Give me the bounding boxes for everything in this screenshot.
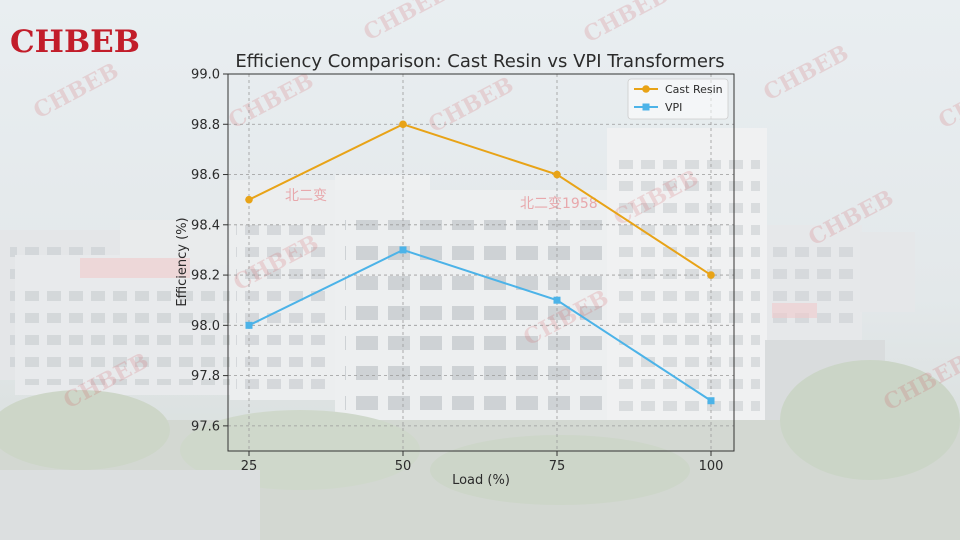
grid [228, 73, 734, 451]
x-tick-label: 75 [549, 459, 566, 474]
y-tick-label: 99.0 [191, 68, 220, 83]
y-tick-label: 97.8 [191, 369, 220, 384]
legend: Cast Resin VPI [627, 78, 729, 120]
y-tick-label: 98.2 [191, 269, 220, 284]
sign-text-1: 北二变 [285, 188, 327, 204]
chart-title: Efficiency Comparison: Cast Resin vs VPI… [235, 51, 724, 72]
data-point-vpi [399, 246, 407, 254]
data-point-cast-resin [245, 195, 253, 204]
series-line-vpi [248, 248, 712, 402]
y-tick-label: 98.6 [191, 168, 220, 183]
y-tick-label: 98.0 [191, 319, 220, 334]
series-line-cast-resin [248, 123, 712, 276]
x-tick-label: 100 [699, 459, 724, 474]
brand-logo: CHBEB [10, 24, 140, 60]
y-tick-label: 97.6 [191, 419, 220, 434]
data-point-cast-resin [553, 170, 561, 179]
y-tick-label: 98.8 [191, 118, 220, 133]
legend-label-cast-resin: Cast Resin [665, 83, 723, 96]
data-point-vpi [245, 321, 253, 329]
x-tick-label: 25 [241, 459, 258, 474]
x-axis-label: Load (%) [452, 473, 510, 488]
legend-marker-cast-resin [642, 85, 650, 93]
y-axis-label: Efficiency (%) [175, 217, 190, 306]
legend-label-vpi: VPI [665, 101, 682, 114]
x-tick-label: 50 [395, 459, 412, 474]
sign-text-2: 北二变1958 [520, 196, 598, 212]
data-point-vpi [553, 296, 561, 304]
data-point-cast-resin [399, 120, 407, 129]
x-axis: 25 50 75 100 [241, 451, 724, 474]
series [245, 120, 715, 405]
data-point-vpi [707, 397, 715, 405]
y-tick-label: 98.4 [191, 218, 220, 233]
legend-marker-vpi [642, 103, 650, 111]
data-point-cast-resin [707, 271, 715, 279]
y-axis: 97.6 97.8 98.0 98.2 98.4 98.6 98.8 99.0 [191, 68, 228, 434]
plot-area [227, 73, 735, 452]
